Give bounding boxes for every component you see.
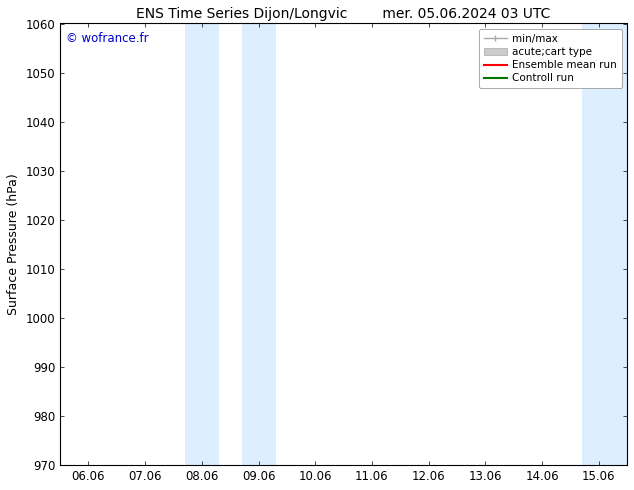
- Text: © wofrance.fr: © wofrance.fr: [66, 32, 148, 46]
- Bar: [185, 24, 219, 465]
- Y-axis label: Surface Pressure (hPa): Surface Pressure (hPa): [7, 173, 20, 315]
- Title: ENS Time Series Dijon/Longvic        mer. 05.06.2024 03 UTC: ENS Time Series Dijon/Longvic mer. 05.06…: [136, 7, 551, 21]
- Legend: min/max, acute;cart type, Ensemble mean run, Controll run: min/max, acute;cart type, Ensemble mean …: [479, 29, 622, 89]
- Bar: [582, 24, 616, 465]
- Bar: [242, 24, 276, 465]
- Bar: [616, 24, 627, 465]
